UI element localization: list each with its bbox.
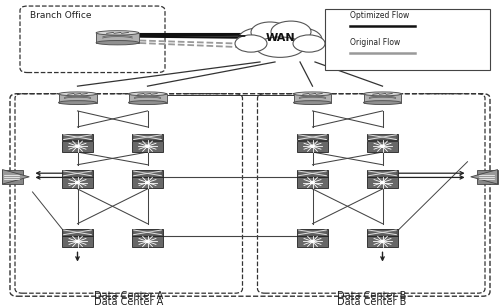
Ellipse shape xyxy=(238,28,280,51)
FancyBboxPatch shape xyxy=(96,33,139,43)
Bar xyxy=(367,141,398,152)
Bar xyxy=(478,170,498,184)
Bar xyxy=(62,170,93,176)
Ellipse shape xyxy=(58,92,96,96)
Circle shape xyxy=(380,145,384,147)
Ellipse shape xyxy=(96,41,139,45)
Text: Optimized Flow: Optimized Flow xyxy=(350,11,410,20)
Ellipse shape xyxy=(252,27,308,55)
Bar xyxy=(297,229,328,236)
Ellipse shape xyxy=(293,35,325,52)
Circle shape xyxy=(310,240,314,243)
Circle shape xyxy=(76,181,80,184)
Polygon shape xyxy=(470,170,498,184)
Bar xyxy=(62,229,93,236)
Ellipse shape xyxy=(128,101,166,104)
Bar xyxy=(132,177,163,188)
Circle shape xyxy=(146,145,150,147)
Polygon shape xyxy=(2,170,30,184)
Bar xyxy=(367,229,398,236)
Text: Original Flow: Original Flow xyxy=(350,38,401,47)
Bar xyxy=(132,134,163,140)
Bar xyxy=(367,236,398,247)
FancyBboxPatch shape xyxy=(325,9,490,70)
Ellipse shape xyxy=(256,37,304,57)
Bar xyxy=(132,229,163,236)
Circle shape xyxy=(76,240,80,243)
Circle shape xyxy=(310,181,314,184)
Bar xyxy=(132,141,163,152)
Ellipse shape xyxy=(96,31,139,35)
Circle shape xyxy=(380,240,384,243)
Bar xyxy=(132,236,163,247)
Ellipse shape xyxy=(280,28,322,51)
FancyBboxPatch shape xyxy=(128,94,166,103)
Bar xyxy=(367,134,398,140)
Ellipse shape xyxy=(271,21,311,43)
Ellipse shape xyxy=(364,101,402,104)
Circle shape xyxy=(76,145,80,147)
Bar xyxy=(62,134,93,140)
Text: Data Center A: Data Center A xyxy=(94,297,164,307)
Bar xyxy=(367,170,398,176)
Circle shape xyxy=(380,181,384,184)
Ellipse shape xyxy=(251,22,289,43)
Text: Data Center B: Data Center B xyxy=(336,297,406,307)
Ellipse shape xyxy=(235,35,267,52)
Circle shape xyxy=(310,145,314,147)
Ellipse shape xyxy=(364,92,402,96)
Circle shape xyxy=(146,181,150,184)
Bar xyxy=(297,134,328,140)
FancyBboxPatch shape xyxy=(364,94,402,103)
Ellipse shape xyxy=(128,92,166,96)
Text: Data Center B: Data Center B xyxy=(336,291,406,301)
FancyBboxPatch shape xyxy=(294,94,332,103)
Text: Branch Office: Branch Office xyxy=(30,10,92,20)
Text: Data Center A: Data Center A xyxy=(94,291,164,301)
Circle shape xyxy=(146,240,150,243)
Bar xyxy=(297,141,328,152)
Bar xyxy=(62,177,93,188)
Bar xyxy=(297,170,328,176)
Bar xyxy=(62,141,93,152)
Bar xyxy=(367,177,398,188)
Bar xyxy=(132,170,163,176)
Ellipse shape xyxy=(58,101,96,104)
Bar xyxy=(2,170,22,184)
Bar xyxy=(62,236,93,247)
Bar xyxy=(297,236,328,247)
Ellipse shape xyxy=(294,92,332,96)
Ellipse shape xyxy=(294,101,332,104)
FancyBboxPatch shape xyxy=(58,94,96,103)
Text: WAN: WAN xyxy=(265,33,295,43)
Bar xyxy=(297,177,328,188)
